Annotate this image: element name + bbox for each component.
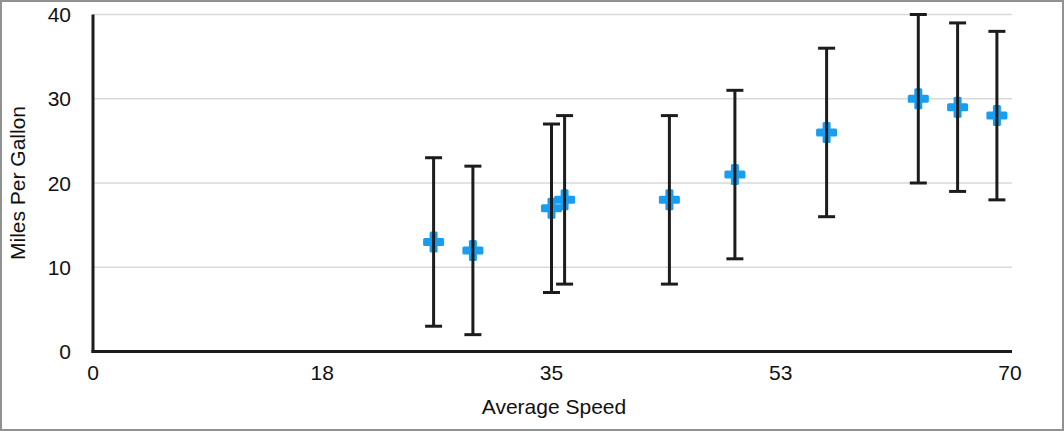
error-bars <box>425 15 1005 335</box>
y-axis-tick-labels: 0 10 20 30 40 <box>48 3 71 363</box>
y-axis-title: Miles Per Gallon <box>6 106 29 260</box>
x-axis-title: Average Speed <box>482 395 626 418</box>
y-tick-label-30: 30 <box>48 87 71 110</box>
x-tick-label-53: 53 <box>769 361 792 384</box>
y-tick-label-10: 10 <box>48 256 71 279</box>
x-tick-label-18: 18 <box>311 361 334 384</box>
x-tick-label-70: 70 <box>998 361 1021 384</box>
chart-frame: 0 18 35 53 70 0 10 20 30 40 Average Speed Miles … <box>0 0 1064 431</box>
y-tick-label-0: 0 <box>59 340 71 363</box>
y-tick-label-40: 40 <box>48 3 71 26</box>
x-axis-tick-labels: 0 18 35 53 70 <box>87 361 1022 384</box>
x-tick-label-35: 35 <box>540 361 563 384</box>
y-tick-label-20: 20 <box>48 172 71 195</box>
x-tick-label-0: 0 <box>87 361 99 384</box>
scatter-chart-with-error-bars: 0 18 35 53 70 0 10 20 30 40 Average Speed Miles … <box>0 0 1064 431</box>
